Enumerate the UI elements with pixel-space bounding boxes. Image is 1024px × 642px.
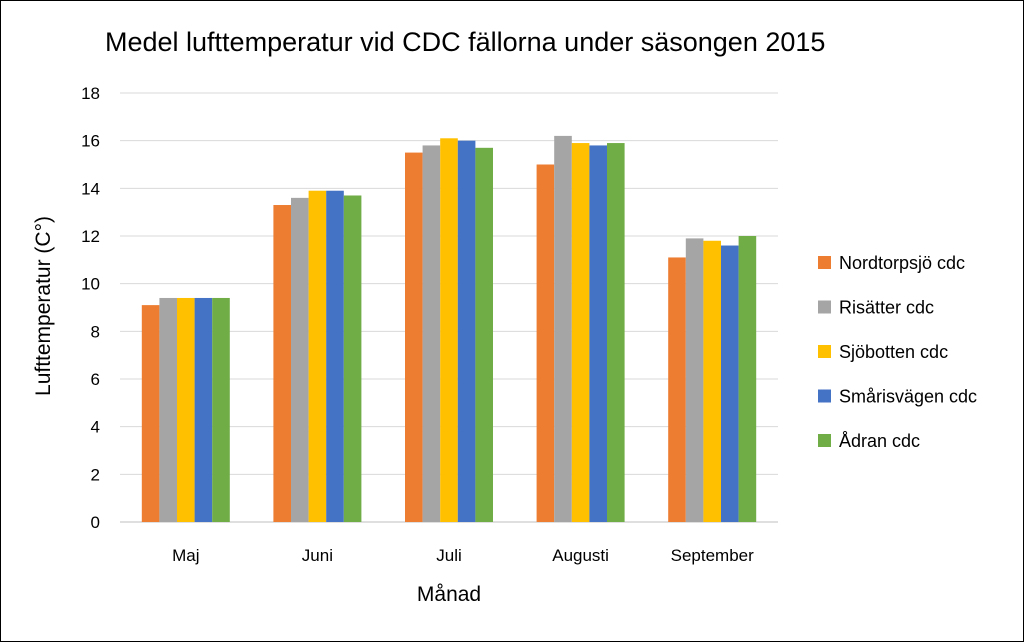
y-axis-ticks: 0 2 4 6 8 10 12 14 16 18: [81, 84, 100, 532]
y-tick-label: 16: [81, 132, 100, 151]
legend: Nordtorpsjö cdc Risätter cdc Sjöbotten cdc…: [818, 253, 977, 451]
y-tick-label: 2: [91, 465, 100, 484]
y-tick-label: 8: [91, 322, 100, 341]
x-tick-label: September: [671, 546, 754, 565]
y-tick-label: 18: [81, 84, 100, 103]
x-tick-label: Juni: [302, 546, 333, 565]
bar-maj-2: [159, 297, 177, 522]
legend-entry: Nordtorpsjö cdc: [839, 253, 965, 273]
bar-maj-4: [194, 297, 213, 522]
y-tick-label: 0: [91, 513, 100, 532]
y-tick-label: 6: [91, 370, 100, 389]
y-tick-label: 14: [81, 179, 100, 198]
y-tick-label: 10: [81, 275, 100, 294]
bar-juni-1: [273, 205, 291, 522]
bar-maj-1: [141, 305, 160, 522]
legend-swatch: [818, 256, 831, 269]
legend-entry: Smårisvägen cdc: [839, 387, 977, 407]
bar-augusti-3: [571, 143, 590, 523]
bar-augusti-2: [554, 135, 572, 522]
bar-september-2: [685, 238, 704, 522]
bar-september-5: [738, 236, 757, 522]
bar-juli-1: [405, 152, 423, 523]
legend-entry: Risätter cdc: [839, 298, 934, 318]
bar-juli-5: [475, 147, 493, 523]
bar-juni-3: [308, 190, 327, 522]
bar-juni-4: [326, 190, 344, 522]
x-tick-label: Juli: [436, 546, 462, 565]
legend-swatch: [818, 345, 831, 358]
bar-juli-3: [440, 138, 458, 523]
bar-juni-2: [291, 197, 309, 522]
legend-entry: Sjöbotten cdc: [839, 342, 948, 362]
bars: [141, 135, 757, 523]
legend-entry: Ådran cdc: [839, 431, 920, 451]
bar-juli-2: [422, 145, 441, 522]
legend-swatch: [818, 434, 831, 447]
bar-september-1: [668, 257, 686, 522]
bar-augusti-4: [589, 145, 607, 522]
bar-augusti-5: [607, 143, 625, 523]
chart-title: Medel lufttemperatur vid CDC fällorna un…: [105, 27, 825, 57]
bar-juli-4: [457, 140, 476, 522]
x-axis-ticks: Maj Juni Juli Augusti September: [172, 546, 754, 565]
bar-juni-5: [343, 195, 362, 522]
x-axis-label: Månad: [417, 583, 481, 606]
y-tick-label: 4: [91, 418, 100, 437]
y-tick-label: 12: [81, 227, 100, 246]
bar-maj-5: [212, 297, 230, 522]
x-tick-label: Maj: [172, 546, 199, 565]
bar-maj-3: [177, 297, 195, 522]
legend-swatch: [818, 300, 831, 314]
y-axis-label: Lufttemperatur (C°): [32, 216, 55, 396]
x-tick-label: Augusti: [552, 546, 609, 565]
bar-september-3: [703, 240, 721, 522]
bar-september-4: [721, 245, 739, 523]
legend-swatch: [818, 389, 831, 403]
bar-augusti-1: [536, 164, 555, 522]
